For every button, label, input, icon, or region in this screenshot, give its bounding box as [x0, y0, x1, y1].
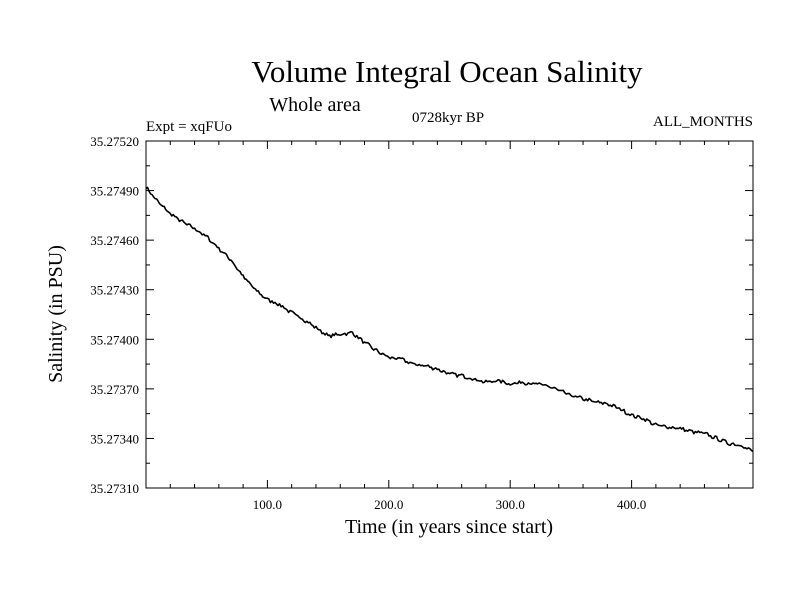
y-tick-label: 35.27430 [90, 283, 139, 298]
x-tick-label: 300.0 [496, 497, 525, 512]
x-axis-label: Time (in years since start) [345, 516, 553, 538]
chart-title: Volume Integral Ocean Salinity [251, 54, 643, 89]
y-tick-label: 35.27310 [90, 481, 139, 496]
y-tick-label: 35.27460 [90, 233, 139, 248]
y-axis-label: Salinity (in PSU) [45, 245, 67, 383]
y-tick-labels: 35.27310 35.27340 35.27370 35.27400 35.27430… [90, 134, 139, 496]
y-tick-label: 35.27340 [90, 431, 139, 446]
experiment-label: Expt = xqFUo [146, 119, 232, 135]
y-tick-label: 35.27400 [90, 332, 139, 347]
months-label: ALL_MONTHS [653, 114, 753, 130]
salinity-series-line [145, 186, 754, 453]
axis-ticks [146, 140, 753, 489]
x-tick-label: 200.0 [374, 497, 403, 512]
period-label: 0728kyr BP [412, 110, 484, 126]
x-tick-label: 400.0 [617, 497, 646, 512]
y-tick-label: 35.27490 [90, 184, 139, 199]
chart-subtitle: Whole area [269, 94, 361, 116]
x-tick-label: 100.0 [253, 497, 282, 512]
plot-frame [145, 140, 754, 489]
y-tick-label: 35.27370 [90, 382, 139, 397]
x-tick-labels: 100.0 200.0 300.0 400.0 [253, 497, 646, 512]
y-tick-label: 35.27520 [90, 134, 139, 149]
